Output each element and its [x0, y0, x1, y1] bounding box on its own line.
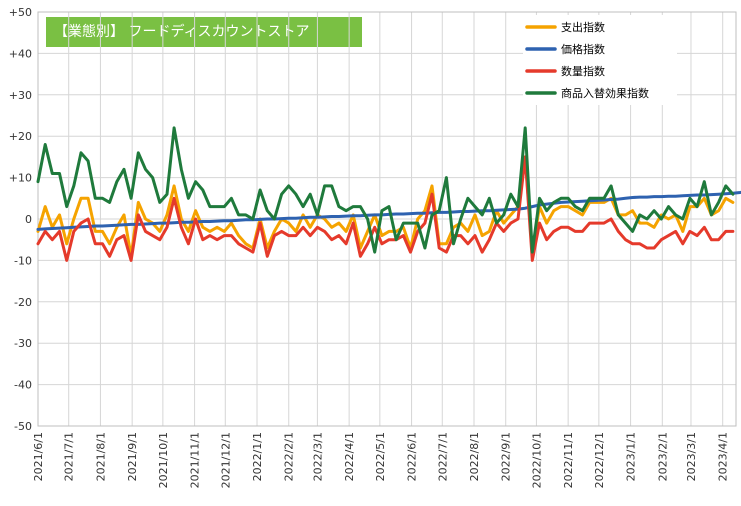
x-tick-label: 2022/7/1 — [436, 432, 449, 481]
x-tick-label: 2022/3/1 — [311, 432, 324, 481]
x-tick-label: 2021/12/1 — [219, 432, 232, 488]
legend-background — [523, 15, 677, 105]
x-tick-label: 2023/1/1 — [625, 432, 638, 481]
series-line-3 — [36, 155, 735, 262]
x-tick-label: 2022/12/1 — [593, 432, 606, 488]
x-tick-label: 2022/1/1 — [251, 432, 264, 481]
y-tick-label: -30 — [14, 337, 32, 350]
x-tick-label: 2022/8/1 — [468, 432, 481, 481]
legend-label-2: 価格指数 — [561, 42, 605, 56]
x-tick-label: 2023/2/1 — [656, 432, 669, 481]
series-line-2 — [36, 190, 741, 231]
x-tick-label: 2023/4/1 — [717, 432, 730, 481]
x-tick-label: 2021/10/1 — [157, 432, 170, 488]
x-tick-label: 2023/3/1 — [685, 432, 698, 481]
x-tick-label: 2021/8/1 — [94, 432, 107, 481]
x-tick-label: 2021/6/1 — [32, 432, 45, 481]
y-tick-label: +50 — [9, 6, 32, 19]
x-tick-label: 2022/6/1 — [406, 432, 419, 481]
x-tick-label: 2022/9/1 — [500, 432, 513, 481]
series-line-4 — [36, 126, 735, 254]
y-tick-label: +10 — [9, 172, 32, 185]
y-tick-label: -20 — [14, 296, 32, 309]
y-tick-label: +20 — [9, 130, 32, 143]
plot-area — [37, 11, 737, 427]
y-tick-label: +40 — [9, 47, 32, 60]
x-tick-label: 2022/4/1 — [343, 432, 356, 481]
y-tick-label: -40 — [14, 379, 32, 392]
y-tick-label: +30 — [9, 89, 32, 102]
x-tick-label: 2022/2/1 — [283, 432, 296, 481]
y-tick-label: 0 — [25, 213, 32, 226]
x-tick-label: 2022/10/1 — [530, 432, 543, 488]
x-tick-label: 2021/11/1 — [189, 432, 202, 488]
x-tick-label: 2022/5/1 — [374, 432, 387, 481]
legend-label-4: 商品入替効果指数 — [561, 86, 649, 100]
x-tick-label: 2022/11/1 — [562, 432, 575, 488]
chart-title-badge: 【業態別】 フードディスカウントストア — [46, 17, 362, 47]
x-tick-label: 2021/7/1 — [63, 432, 76, 481]
y-tick-label: -50 — [14, 420, 32, 433]
x-tick-label: 2021/9/1 — [126, 432, 139, 481]
legend-label-3: 数量指数 — [561, 64, 605, 78]
legend-label-1: 支出指数 — [561, 20, 605, 34]
y-tick-label: -10 — [14, 254, 32, 267]
